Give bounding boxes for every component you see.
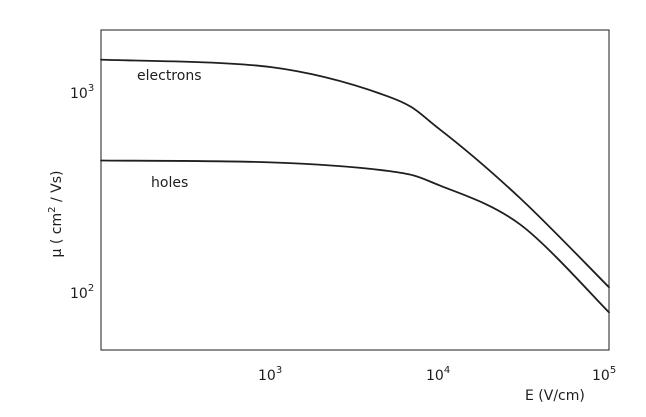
x-tick-label-100000: 105: [592, 365, 616, 384]
electrons-series-line: [100, 58, 610, 289]
holes-label: holes: [151, 175, 188, 191]
plot-area: [100, 29, 610, 351]
holes-series-line: [100, 159, 610, 314]
x-tick-label-1000: 103: [258, 365, 282, 384]
x-tick-label-10000: 104: [426, 365, 450, 384]
y-axis-title: μ ( cm2 / Vs): [47, 171, 65, 258]
electrons-label: electrons: [137, 68, 201, 84]
x-axis-title: E (V/cm): [525, 388, 585, 404]
series-lines: [100, 58, 610, 314]
y-tick-label-100: 102: [70, 283, 94, 302]
y-tick-label-1000: 103: [70, 83, 94, 102]
